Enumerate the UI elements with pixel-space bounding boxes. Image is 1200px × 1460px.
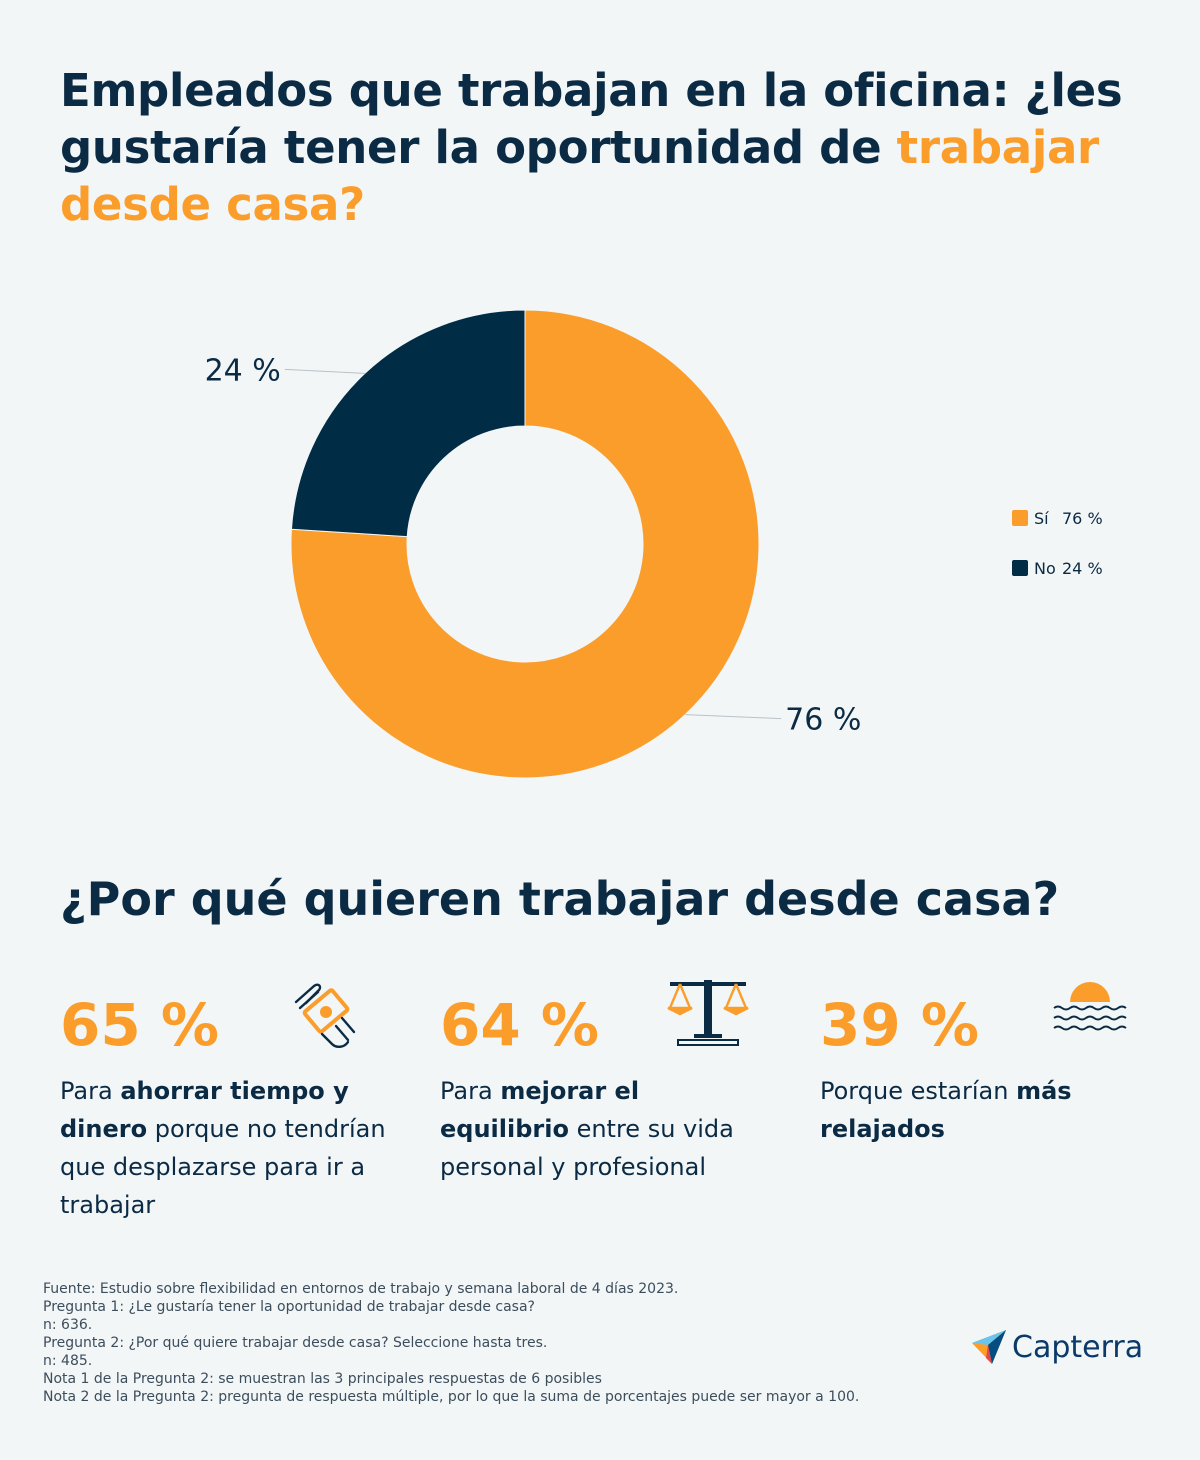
leader-line-no (284, 368, 365, 374)
legend-label-no: No (1034, 558, 1056, 578)
reason-text-bold: mejorar el equilibrio (440, 1077, 640, 1143)
reason-text-pre: Para (440, 1077, 501, 1105)
capterra-logo: Capterra (970, 1328, 1143, 1366)
donut-chart: 76 % 24 % (205, 309, 861, 779)
footer-line: Pregunta 2: ¿Por qué quiere trabajar des… (43, 1335, 548, 1351)
footer-line: Nota 2 de la Pregunta 2: pregunta de res… (43, 1389, 860, 1405)
legend-value-si: 76 % (1062, 508, 1103, 528)
donut-slice-no (290, 309, 526, 538)
legend-value-no: 24 % (1062, 558, 1103, 578)
title-main: Empleados que trabajan en la oficina: ¿l… (60, 64, 1123, 174)
legend-item-si: Sí 76 % (1012, 506, 1103, 530)
reason-percent: 39 % (820, 991, 980, 1059)
footer-line: Fuente: Estudio sobre flexibilidad en en… (43, 1281, 679, 1297)
reason-text-pre: Para (60, 1077, 121, 1105)
footer-line: n: 485. (43, 1353, 93, 1369)
legend-swatch-no (1012, 560, 1028, 576)
reason-text-post: porque no tendrían que desplazarse para … (60, 1115, 386, 1219)
donut-slice-si (290, 309, 760, 779)
reason-text: Para mejorar el equilibrio entre su vida… (440, 1072, 770, 1186)
data-label-no: 24 % (205, 353, 281, 388)
title-highlight: trabajar desde casa? (60, 121, 1099, 231)
footer-line: Pregunta 1: ¿Le gustaría tener la oportu… (43, 1299, 535, 1315)
page-title: Empleados que trabajan en la oficina: ¿l… (60, 62, 1140, 233)
brand-name: Capterra (1012, 1329, 1144, 1365)
reason-card-2: 64 % Para mejorar el equilibrio entre su… (440, 980, 770, 1186)
footer-line: Nota 1 de la Pregunta 2: se muestran las… (43, 1371, 602, 1387)
legend-item-no: No 24 % (1012, 556, 1103, 580)
chart-legend: Sí 76 % No 24 % (1012, 506, 1103, 606)
reason-text: Para ahorrar tiempo y dinero porque no t… (60, 1072, 390, 1224)
reason-text-pre: Porque estarían (820, 1077, 1017, 1105)
capterra-arrow-icon (972, 1330, 1006, 1364)
reason-percent: 65 % (60, 991, 220, 1059)
source-notes: Fuente: Estudio sobre flexibilidad en en… (43, 1280, 859, 1406)
footer-line: n: 636. (43, 1317, 93, 1333)
reason-card-3: 39 % Porque estarían más relajados (820, 982, 1150, 1148)
sunset-sea-icon (1053, 982, 1127, 1031)
legend-label-si: Sí (1034, 508, 1049, 528)
reason-card-1: 65 % Para ahorrar tiempo y dinero porque… (60, 983, 390, 1224)
reason-text-bold: más relajados (820, 1077, 1072, 1143)
data-label-si: 76 % (785, 703, 861, 738)
reason-text-bold: ahorrar tiempo y dinero (60, 1077, 349, 1143)
legend-swatch-si (1012, 510, 1028, 526)
scale-icon (667, 980, 749, 1046)
section-title: ¿Por qué quieren trabajar desde casa? (60, 872, 1060, 926)
money-hand-icon (294, 983, 356, 1048)
reason-text-post: entre su vida personal y profesional (440, 1115, 734, 1181)
reason-percent: 64 % (440, 991, 600, 1059)
reason-text: Porque estarían más relajados (820, 1072, 1150, 1148)
leader-line-si (685, 714, 782, 720)
